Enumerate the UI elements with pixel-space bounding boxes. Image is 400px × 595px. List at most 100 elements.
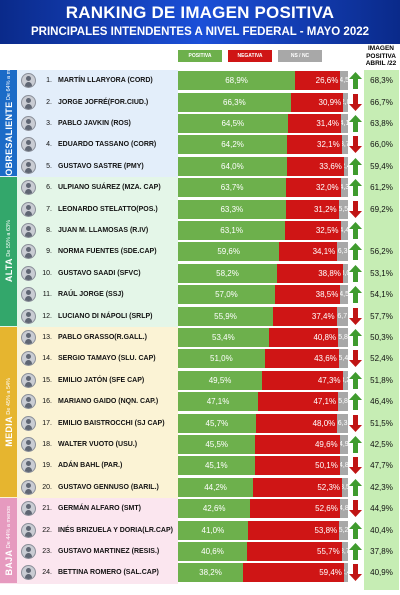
- avatar: [21, 479, 36, 495]
- previous-value: 50,3%: [370, 332, 393, 342]
- rank-label: 17.: [42, 419, 52, 427]
- bar-ns: 4,9: [339, 435, 348, 454]
- category-label: PABLO JAVKIN (ROS): [58, 119, 131, 127]
- table-row: 24. BETTINA ROMERO (SAL.CAP): [19, 562, 176, 583]
- group-name-0: SOBRESALIENTE: [3, 101, 14, 183]
- stacked-bar: 63,1% 32,5% 4,4: [178, 221, 348, 240]
- bar-ns: 3,2: [342, 370, 348, 390]
- previous-header-line-1: IMAGEN: [368, 45, 394, 52]
- bar-negative: 53,8%: [247, 520, 340, 540]
- group-label-2: MEDIA De 45% a 54%: [0, 378, 18, 447]
- stacked-bar: 53,4% 40,8% 5,8: [178, 328, 348, 347]
- previous-value: 47,7%: [370, 461, 393, 471]
- stacked-bar: 44,2% 52,3% 3,5: [178, 477, 348, 497]
- category-label: LEONARDO STELATTO(POS.): [58, 205, 158, 213]
- rank-label: 22.: [42, 526, 52, 534]
- bar-negative: 31,2%: [285, 199, 339, 219]
- legend-ns-label: NS / NC: [290, 53, 310, 59]
- stacked-bar: 45,1% 50,1% 4,8: [178, 456, 348, 476]
- previous-value: 53,1%: [370, 268, 393, 278]
- bar-positive: 40,6%: [178, 542, 248, 561]
- bar-negative: 30,9%: [290, 92, 344, 112]
- bar-positive: 63,1%: [178, 221, 286, 240]
- rank-label: 18.: [42, 440, 52, 448]
- page-subtitle: PRINCIPALES INTENDENTES A NIVEL FEDERAL …: [30, 26, 370, 38]
- stacked-bar: 45,5% 49,6% 4,9: [178, 435, 348, 454]
- category-label: BETTINA ROMERO (SAL.CAP): [58, 569, 159, 577]
- bar-negative: 32,0%: [286, 178, 341, 198]
- rank-label: 19.: [42, 462, 52, 470]
- bar-negative: 48,0%: [255, 413, 338, 433]
- category-label: GUSTAVO SAADI (SFVC): [58, 269, 141, 277]
- stacked-bar: 51,0% 43,6% 5,4: [178, 349, 348, 369]
- table-row: 21. GERMÁN ALFARO (SMT): [19, 498, 176, 519]
- category-label: GUSTAVO GENNUSO (BARIL.): [58, 483, 159, 491]
- bar-negative: 26,6%: [295, 71, 341, 91]
- bar-positive: 57,0%: [178, 285, 275, 305]
- category-label: JORGE JOFRÉ(FOR.CIUD.): [58, 98, 149, 106]
- table-row: 11. RAÚL JORGE (SSJ): [19, 284, 176, 305]
- bar-negative: 59,4%: [242, 563, 344, 583]
- previous-value: 61,2%: [370, 183, 393, 193]
- previous-value: 40,9%: [370, 568, 393, 578]
- avatar: [21, 543, 36, 559]
- bar-negative: 37,4%: [273, 306, 337, 326]
- arrow-down-icon: [348, 414, 363, 433]
- group-range-1: De 55% a 63%: [5, 220, 12, 259]
- bar-negative: 40,8%: [268, 328, 339, 347]
- category-label: MARIANO GAIDO (NQN. CAP.): [58, 398, 159, 406]
- group-name-1: ALTA: [3, 258, 14, 283]
- previous-value: 51,5%: [370, 418, 393, 428]
- rank-label: 6.: [46, 184, 52, 192]
- bar-negative: 52,3%: [253, 477, 343, 497]
- group-label-band-2: MEDIA De 45% a 54%: [0, 326, 18, 497]
- bar-negative: 50,1%: [254, 456, 340, 476]
- bar-positive: 64,5%: [178, 114, 288, 133]
- table-row: 22. INÉS BRIZUELA Y DORIA(LR.CAP): [19, 519, 176, 540]
- bar-negative: 55,7%: [247, 542, 342, 561]
- avatar: [21, 394, 36, 410]
- bar-ns: 6,7: [336, 306, 348, 326]
- group-range-2: De 45% a 54%: [5, 377, 12, 416]
- table-row: 6. ULPIANO SUÁREZ (MZA. CAP): [19, 177, 176, 198]
- arrow-up-icon: [348, 114, 363, 133]
- bar-ns: 4,3: [340, 178, 348, 198]
- rank-label: 10.: [42, 269, 52, 277]
- avatar: [21, 265, 36, 281]
- arrow-up-icon: [348, 221, 363, 240]
- bar-ns: 4,4: [340, 221, 348, 240]
- previous-value: 54,1%: [370, 290, 393, 300]
- bar-negative: 33,6%: [286, 156, 344, 176]
- bar-ns: 5,5: [338, 199, 348, 219]
- rank-label: 16.: [42, 398, 52, 406]
- bar-positive: 47,1%: [178, 392, 259, 412]
- avatar: [21, 351, 36, 367]
- group-label-band-3: BAJA De 44% a menos: [0, 498, 17, 583]
- bar-ns: 2,4: [343, 563, 348, 583]
- page-header: RANKING DE IMAGEN POSITIVA PRINCIPALES I…: [0, 0, 400, 44]
- avatar: [21, 94, 36, 110]
- avatar: [21, 329, 36, 345]
- category-label: PABLO GRASSO(R.GALL.): [58, 333, 147, 341]
- bar-ns: 2,8: [343, 92, 348, 112]
- stacked-bar: 55,9% 37,4% 6,7: [178, 306, 348, 326]
- table-row: 3. PABLO JAVKIN (ROS): [19, 113, 176, 134]
- rank-label: 3.: [46, 119, 52, 127]
- table-row: 1. MARTÍN LLARYORA (CORD): [19, 70, 176, 91]
- group-name-3: BAJA: [3, 549, 14, 576]
- previous-value: 51,8%: [370, 375, 393, 385]
- legend-negative: NEGATIVA: [228, 50, 272, 62]
- category-label: EMILIO BAISTROCCHI (SJ CAP): [58, 419, 165, 427]
- category-label: INÉS BRIZUELA Y DORIA(LR.CAP): [58, 526, 173, 534]
- bar-positive: 49,5%: [178, 370, 263, 390]
- avatar: [21, 73, 36, 89]
- avatar: [21, 522, 36, 538]
- bar-negative: 52,6%: [250, 499, 340, 519]
- previous-value: 56,2%: [370, 247, 393, 257]
- avatar: [21, 222, 36, 238]
- stacked-bar: 45,7% 48,0% 6,3: [178, 413, 348, 433]
- previous-header-line-2: POSITIVA: [366, 52, 396, 60]
- table-row: 8. JUAN M. LLAMOSAS (R.IV): [19, 220, 176, 241]
- avatar: [21, 436, 36, 452]
- table-row: 23. GUSTAVO MARTINEZ (RESIS.): [19, 541, 176, 562]
